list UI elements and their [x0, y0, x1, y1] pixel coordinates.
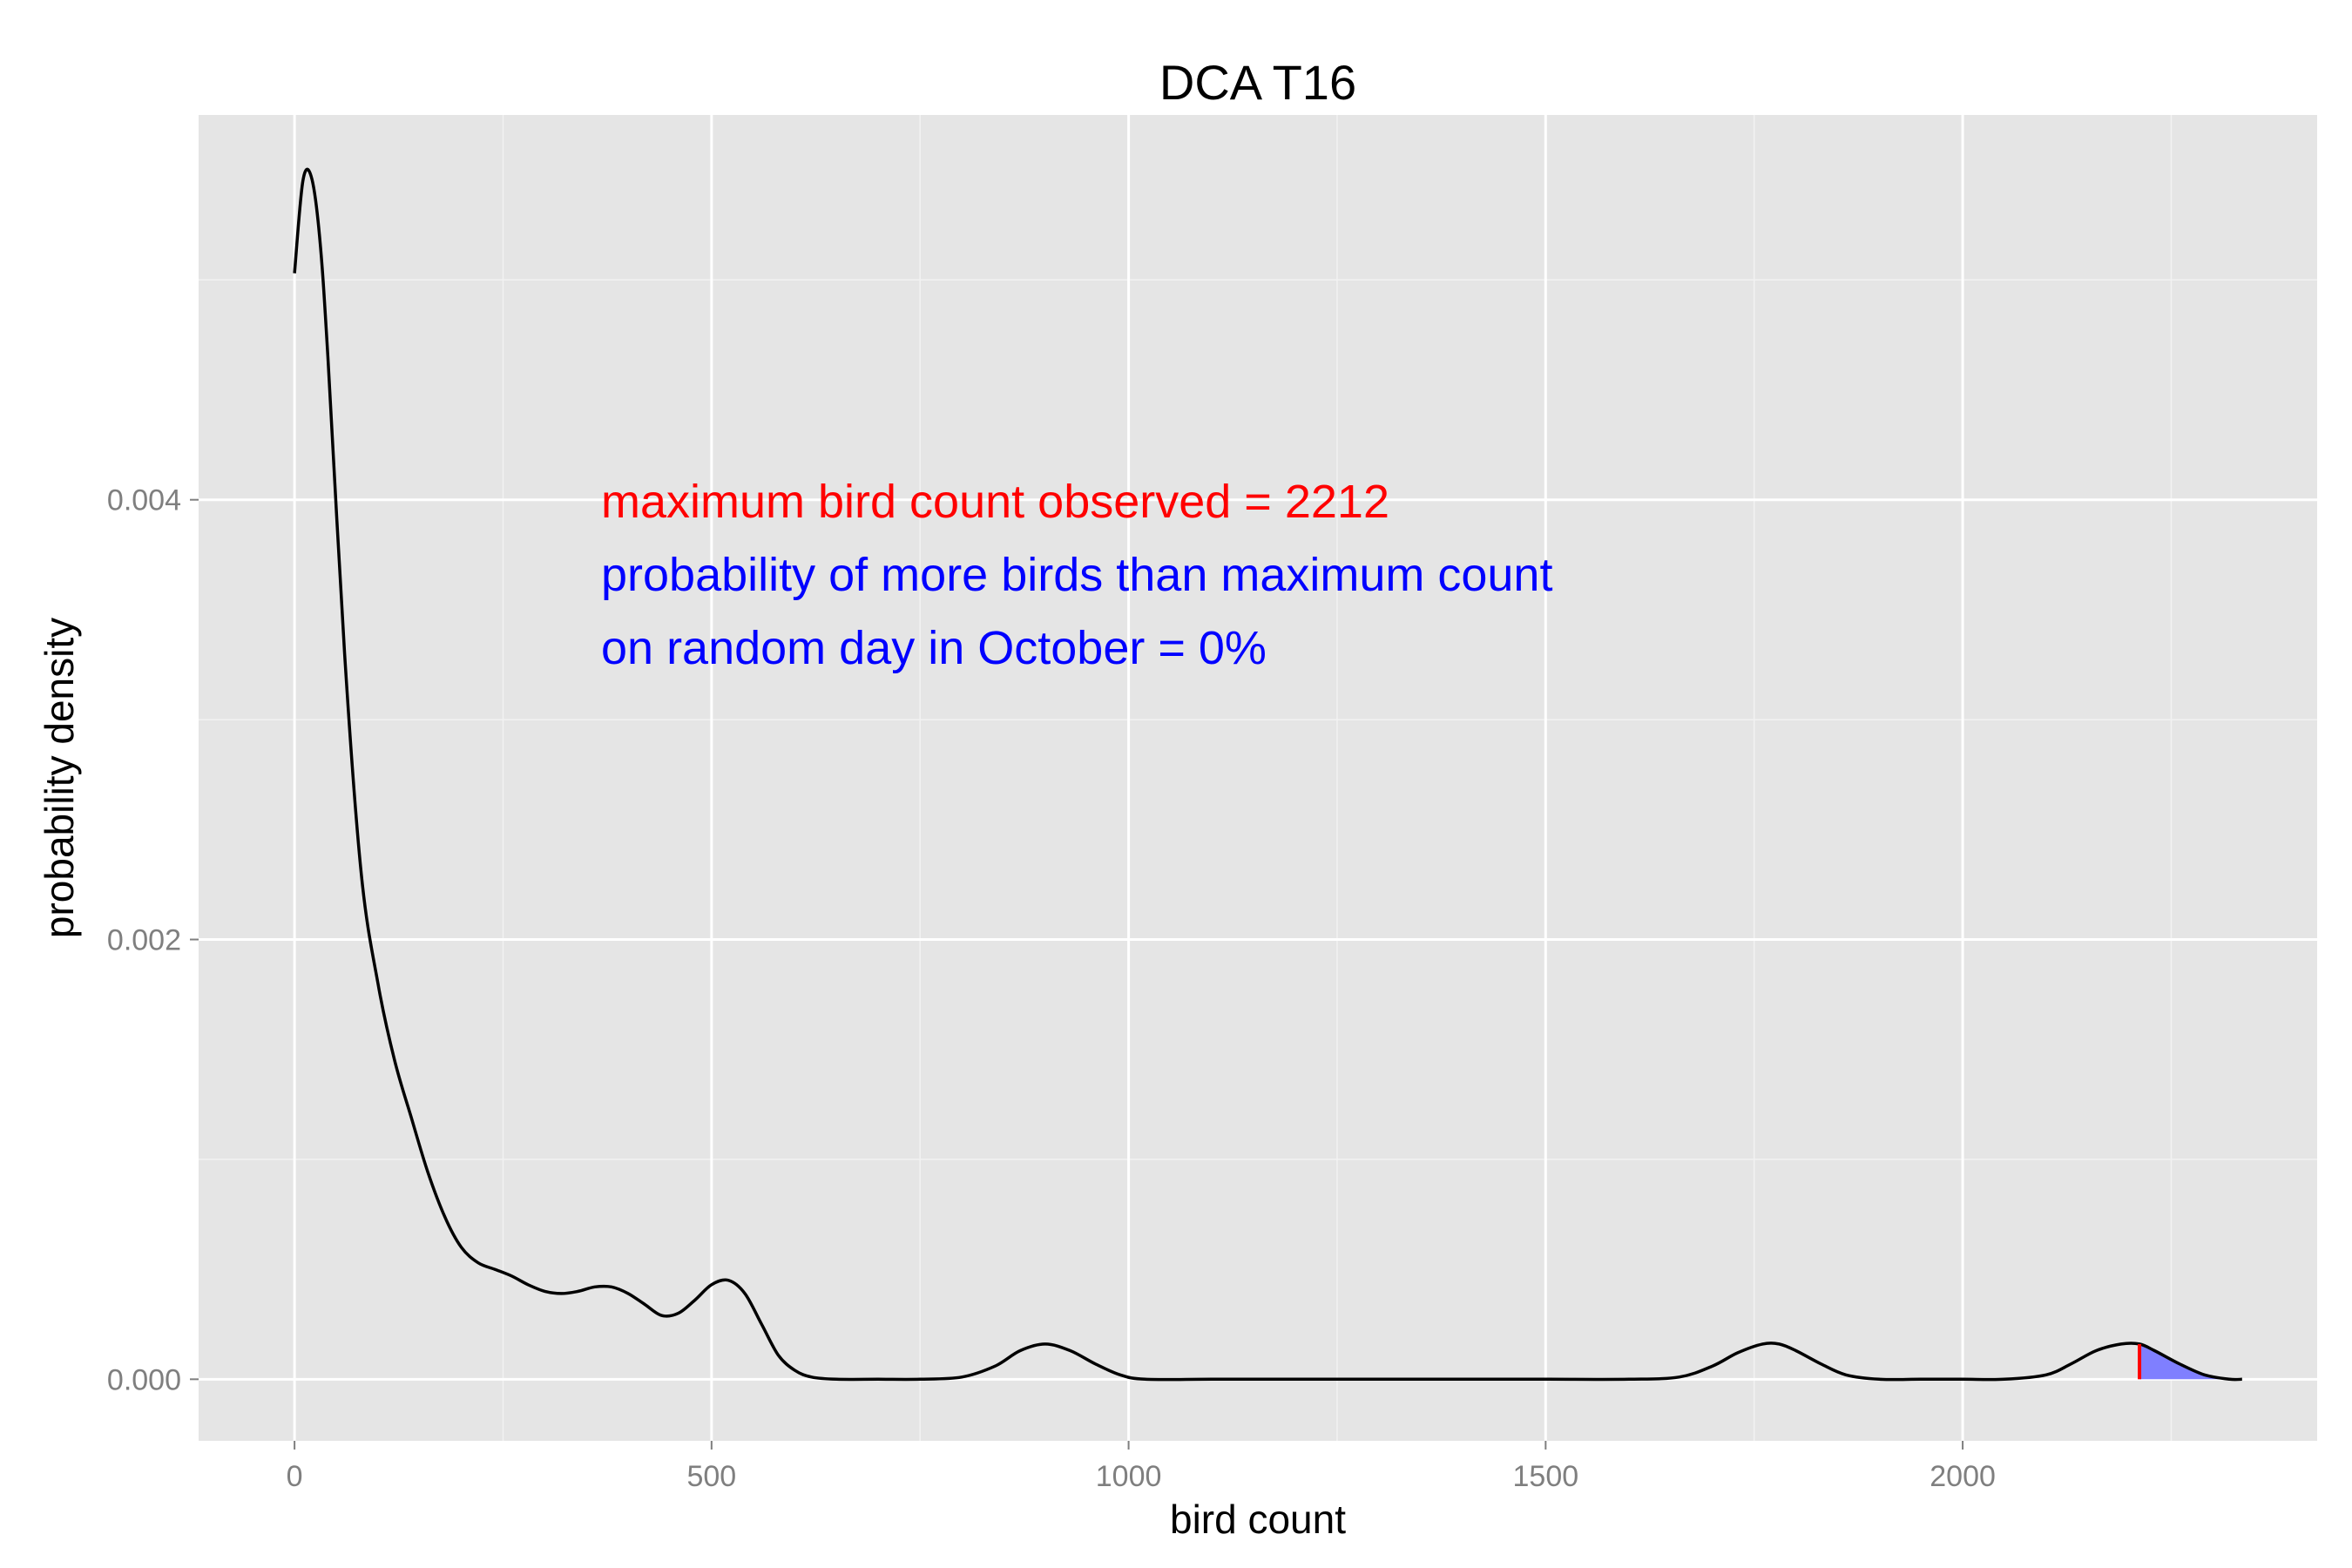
y-axis-ticks: 0.000 0.002 0.004 [107, 484, 199, 1396]
x-axis-title: bird count [1170, 1497, 1346, 1542]
x-tick-label: 2000 [1930, 1460, 1996, 1493]
panel-background [199, 115, 2317, 1441]
y-tick-label: 0.004 [107, 484, 181, 517]
y-axis-title: probability density [37, 618, 82, 938]
x-tick-label: 1500 [1513, 1460, 1579, 1493]
y-tick-label: 0.002 [107, 924, 181, 957]
x-tick-label: 500 [686, 1460, 736, 1493]
x-tick-label: 0 [287, 1460, 303, 1493]
y-tick-label: 0.000 [107, 1363, 181, 1396]
chart-title: DCA T16 [1159, 55, 1356, 110]
annotation-probability-line1: probability of more birds than maximum c… [601, 549, 1552, 601]
x-tick-label: 1000 [1096, 1460, 1162, 1493]
annotation-max-count: maximum bird count observed = 2212 [601, 476, 1389, 528]
tail-probability-area [2139, 1343, 2242, 1380]
density-curve [293, 167, 2242, 1382]
grid-minor [199, 115, 2317, 1441]
x-axis-ticks: 0 500 1000 1500 2000 [287, 1441, 1996, 1493]
annotation-probability-line2: on random day in October = 0% [601, 622, 1267, 674]
